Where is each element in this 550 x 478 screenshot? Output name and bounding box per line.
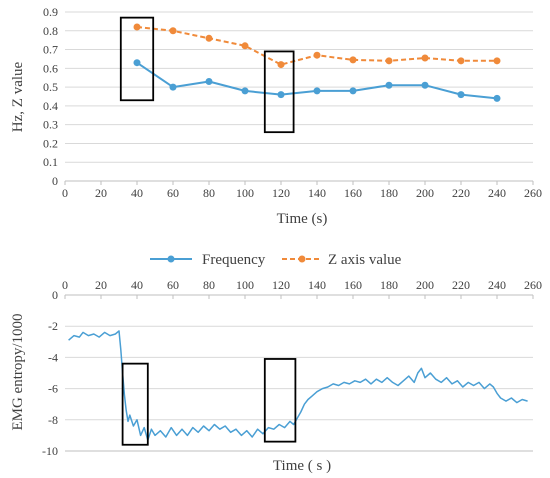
x-tick-label: 120 xyxy=(272,278,290,292)
chart-top-gridlines xyxy=(65,11,533,182)
x-tick-label: 220 xyxy=(452,186,470,200)
chart-top-series xyxy=(133,23,501,102)
x-tick-label: 140 xyxy=(308,278,326,292)
chart-bottom-axes xyxy=(64,294,534,452)
chart-top-y-axis-label: Hz, Z value xyxy=(10,61,26,132)
y-tick-label: 0.8 xyxy=(43,24,58,38)
x-tick-label: 260 xyxy=(524,278,542,292)
series-line-series-0 xyxy=(68,330,528,441)
y-tick-label: 0.4 xyxy=(43,99,58,113)
legend-item-z-axis-value: Z axis value xyxy=(282,252,402,268)
x-tick-label: 140 xyxy=(308,186,326,200)
x-tick-label: 60 xyxy=(167,278,179,292)
legend-item-frequency: Frequency xyxy=(150,252,266,268)
data-point-z-axis-value xyxy=(493,57,501,65)
data-point-frequency xyxy=(313,87,321,95)
data-point-frequency xyxy=(169,83,177,91)
data-point-frequency xyxy=(277,91,285,99)
x-tick-label: 240 xyxy=(488,186,506,200)
chart-top: 0 20 40 60 80 100 120 140 160 180 200 220 240 260 0 0.… xyxy=(10,5,542,227)
y-tick-label: -10 xyxy=(42,444,58,458)
legend-frequency-marker xyxy=(167,255,175,263)
series-line-z-axis-value xyxy=(136,26,497,66)
legend-frequency-label: Frequency xyxy=(202,252,266,268)
x-tick-label: 160 xyxy=(344,278,362,292)
y-tick-label: 0.6 xyxy=(43,61,58,75)
data-point-frequency xyxy=(241,87,249,95)
x-tick-label: 80 xyxy=(203,186,215,200)
highlight-box xyxy=(119,16,155,102)
x-tick-label: 40 xyxy=(131,278,143,292)
data-point-z-axis-value xyxy=(133,23,141,31)
y-tick-label: 0 xyxy=(52,174,58,188)
data-point-z-axis-value xyxy=(313,51,321,59)
chart-bottom-x-tick-labels: 0 20 40 60 80 100 120 140 160 180 200 220 240 260 xyxy=(62,278,542,292)
x-tick-label: 180 xyxy=(380,186,398,200)
y-tick-label: -6 xyxy=(48,382,58,396)
data-point-frequency xyxy=(493,94,501,102)
data-point-z-axis-value xyxy=(205,34,213,42)
y-tick-label: 0.1 xyxy=(43,155,58,169)
x-tick-label: 240 xyxy=(488,278,506,292)
x-tick-label: 20 xyxy=(95,186,107,200)
x-tick-label: 260 xyxy=(524,186,542,200)
chart-top-axes xyxy=(64,180,534,185)
x-tick-label: 20 xyxy=(95,278,107,292)
chart-bottom-gridlines xyxy=(65,294,533,452)
data-point-z-axis-value xyxy=(349,56,357,64)
legend-z-axis-value-label: Z axis value xyxy=(328,252,402,268)
x-tick-label: 200 xyxy=(416,186,434,200)
data-point-z-axis-value xyxy=(457,57,465,65)
x-tick-label: 200 xyxy=(416,278,434,292)
y-tick-label: 0.7 xyxy=(43,43,58,57)
y-tick-label: 0.3 xyxy=(43,118,58,132)
chart-bottom-y-tick-labels: 0 -2 -4 -6 -8 -10 xyxy=(42,288,58,458)
x-tick-label: 60 xyxy=(167,186,179,200)
x-tick-label: 220 xyxy=(452,278,470,292)
data-point-z-axis-value xyxy=(169,27,177,35)
y-tick-label: -4 xyxy=(48,350,58,364)
data-point-z-axis-value xyxy=(421,54,429,62)
highlight-box xyxy=(263,50,295,134)
data-point-z-axis-value xyxy=(241,42,249,50)
chart-top-x-tick-labels: 0 20 40 60 80 100 120 140 160 180 200 220 240 260 xyxy=(62,186,542,200)
legend-z-axis-value-marker xyxy=(298,255,306,263)
x-tick-label: 100 xyxy=(236,186,254,200)
data-point-frequency xyxy=(205,77,213,85)
data-point-frequency xyxy=(133,59,141,67)
x-tick-label: 80 xyxy=(203,278,215,292)
x-tick-label: 0 xyxy=(62,186,68,200)
x-tick-label: 160 xyxy=(344,186,362,200)
legend: Frequency Z axis value xyxy=(150,252,402,268)
y-tick-label: -8 xyxy=(48,413,58,427)
x-tick-label: 180 xyxy=(380,278,398,292)
chart-bottom-series xyxy=(68,330,528,441)
chart-top-y-tick-labels: 0 0.1 0.2 0.3 0.4 0.5 0.6 0.7 0.8 0.9 xyxy=(43,5,58,188)
data-point-frequency xyxy=(349,87,357,95)
data-point-frequency xyxy=(457,91,465,99)
chart-bottom-y-axis-label: EMG entropy/1000 xyxy=(10,313,26,430)
chart-top-highlight-boxes xyxy=(119,16,295,134)
y-tick-label: 0.2 xyxy=(43,136,58,150)
y-tick-label: 0.9 xyxy=(43,5,58,19)
data-point-z-axis-value xyxy=(385,57,393,65)
data-point-z-axis-value xyxy=(277,61,285,69)
chart-bottom-x-axis-label: Time ( s ) xyxy=(273,458,331,474)
chart-top-x-axis-label: Time (s) xyxy=(277,211,328,227)
highlight-box xyxy=(121,362,149,446)
highlight-box xyxy=(263,358,297,443)
x-tick-label: 0 xyxy=(62,278,68,292)
y-tick-label: -2 xyxy=(48,319,58,333)
data-point-frequency xyxy=(421,81,429,89)
y-tick-label: 0.5 xyxy=(43,80,58,94)
chart-bottom: 0 20 40 60 80 100 120 140 160 180 200 220 240 260 0 -2… xyxy=(10,278,542,474)
x-tick-label: 120 xyxy=(272,186,290,200)
chart-bottom-highlight-boxes xyxy=(121,358,297,446)
x-tick-label: 40 xyxy=(131,186,143,200)
y-tick-label: 0 xyxy=(52,288,58,302)
data-point-frequency xyxy=(385,81,393,89)
x-tick-label: 100 xyxy=(236,278,254,292)
